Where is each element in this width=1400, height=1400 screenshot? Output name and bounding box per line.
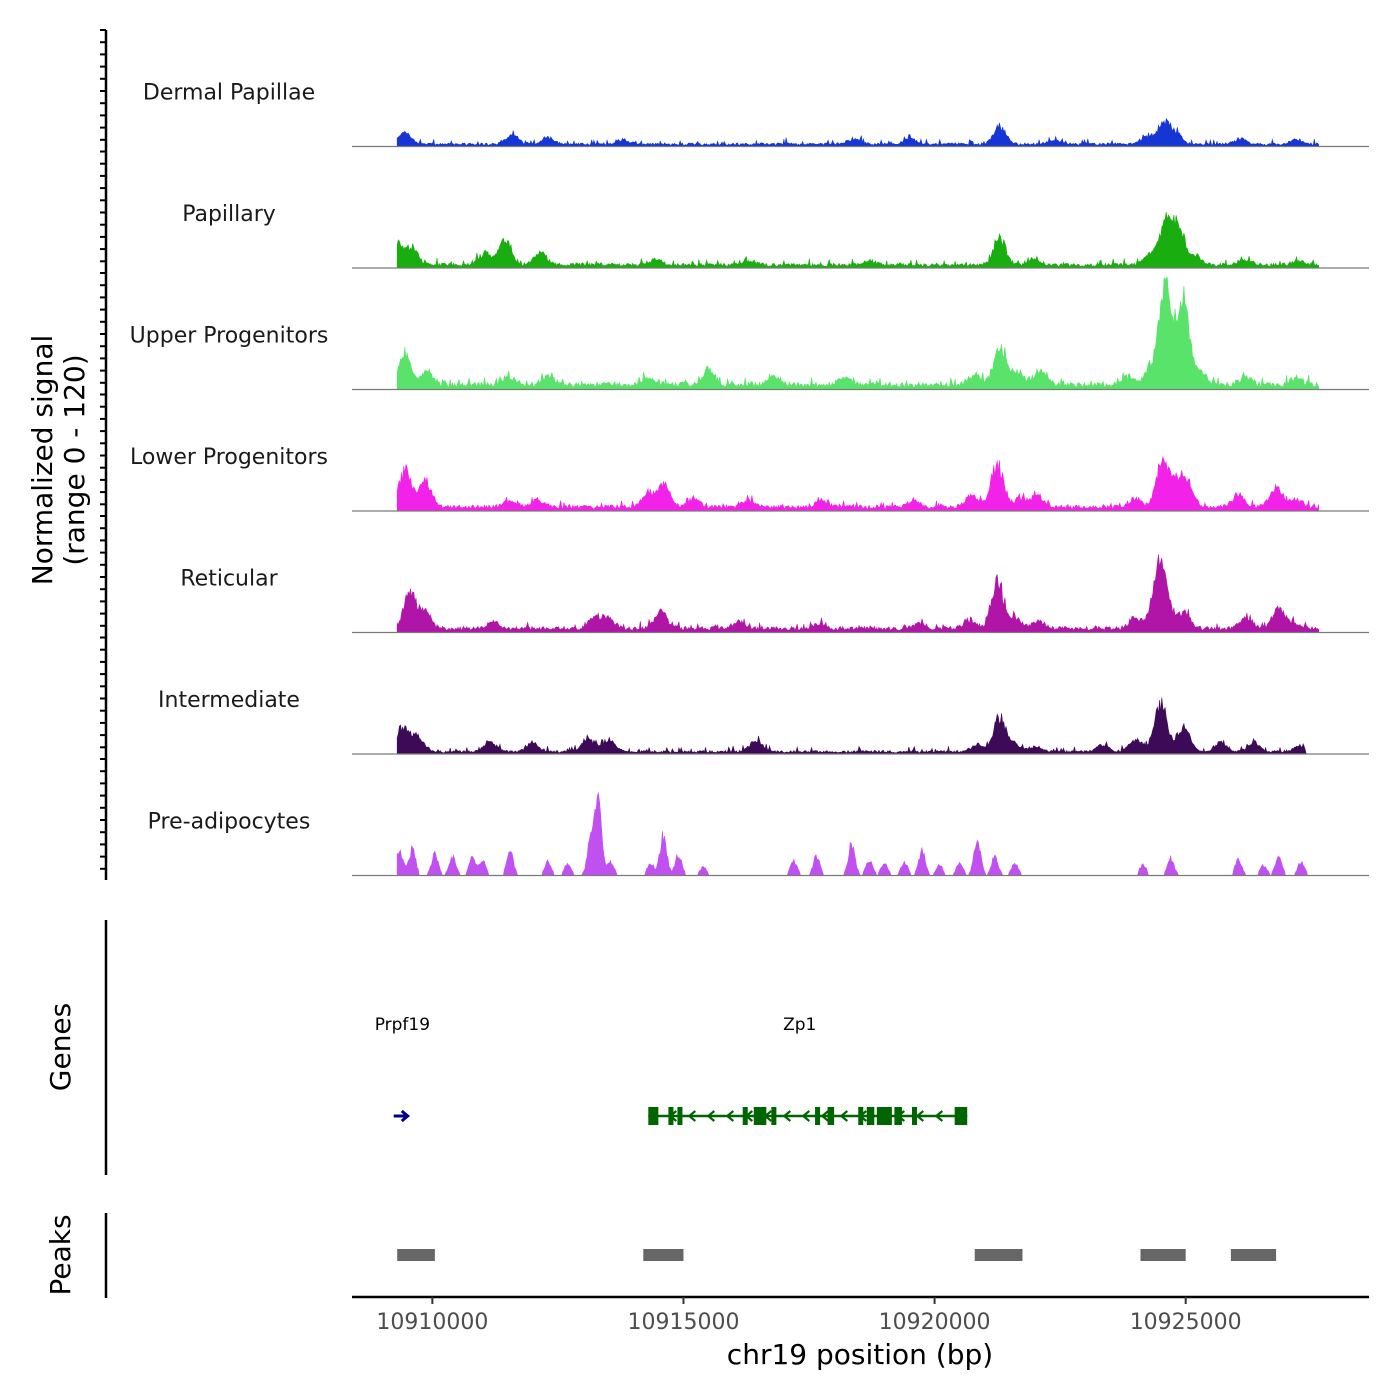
signal-area — [396, 792, 1319, 876]
signal-area — [396, 697, 1307, 755]
track-label: Reticular — [180, 567, 278, 592]
strand-arrow-icon — [934, 1110, 944, 1122]
gene-exon — [894, 1107, 902, 1125]
gene-exon — [954, 1107, 968, 1125]
gene-label: Zp1 — [783, 1015, 816, 1035]
coverage-tracks: Dermal Papillae Papillary Upper Progenitor… — [130, 81, 1369, 877]
gene-zp1: Zp1 — [648, 1015, 968, 1125]
track-label: Lower Progenitors — [130, 445, 328, 470]
strand-arrow-icon — [706, 1110, 716, 1122]
track-intermediate: Intermediate — [158, 688, 1369, 755]
track-pre-adipocytes: Pre-adipocytes — [148, 792, 1369, 877]
signal-area — [396, 277, 1320, 390]
gene-exon — [815, 1107, 821, 1125]
track-label: Upper Progenitors — [130, 324, 329, 349]
track-label: Pre-adipocytes — [148, 810, 311, 835]
track-label: Papillary — [182, 202, 276, 227]
strand-arrow-icon — [915, 1110, 925, 1122]
track-lower-progenitors: Lower Progenitors — [130, 445, 1369, 512]
gene-exon — [648, 1107, 659, 1125]
peak-region — [974, 1249, 1023, 1261]
peak-region — [397, 1249, 435, 1261]
gene-label: Prpf19 — [375, 1015, 430, 1035]
peak-region — [1140, 1249, 1186, 1261]
gene-exon — [668, 1107, 674, 1125]
track-reticular: Reticular — [180, 554, 1369, 634]
gene-exon — [876, 1107, 892, 1125]
gene-exon — [911, 1107, 917, 1125]
track-papillary: Papillary — [182, 202, 1369, 269]
gene-exon — [677, 1107, 683, 1125]
peak-track — [397, 1249, 1277, 1261]
signal-area — [396, 554, 1320, 633]
genes-ylabel: Genes — [44, 1003, 77, 1091]
gene-prpf19: Prpf19 — [375, 1015, 430, 1123]
x-tick-label: 10910000 — [376, 1310, 488, 1335]
signal-ylabel-line1: Normalized signal — [26, 335, 59, 586]
gene-exon — [771, 1107, 777, 1125]
signal-area — [396, 212, 1320, 269]
gene-track: Prpf19 Zp1 — [375, 1015, 968, 1125]
gene-exon — [866, 1107, 875, 1125]
gene-exon — [858, 1107, 864, 1125]
signal-axis-ticks — [100, 29, 106, 870]
x-axis-label: chr19 position (bp) — [727, 1338, 993, 1371]
signal-area — [396, 117, 1320, 147]
strand-arrow-icon — [839, 1110, 849, 1122]
x-tick-label: 10925000 — [1130, 1310, 1242, 1335]
gene-exon — [827, 1107, 835, 1125]
x-axis-ticks: 10910000 10915000 10920000 10925000 — [376, 1297, 1242, 1335]
signal-ylabel: Normalized signal (range 0 - 120) — [26, 335, 91, 586]
peaks-ylabel: Peaks — [44, 1214, 77, 1295]
strand-arrow-icon — [782, 1110, 792, 1122]
track-upper-progenitors: Upper Progenitors — [130, 277, 1369, 391]
signal-ylabel-line2: (range 0 - 120) — [58, 354, 91, 565]
gene-exon — [753, 1107, 767, 1125]
track-dermal-papillae: Dermal Papillae — [143, 81, 1369, 148]
x-tick-label: 10920000 — [879, 1310, 991, 1335]
strand-arrow-icon — [801, 1110, 811, 1122]
strand-arrow-icon — [725, 1110, 735, 1122]
strand-arrow-icon — [400, 1109, 411, 1123]
signal-area — [396, 455, 1320, 512]
track-label: Dermal Papillae — [143, 81, 315, 106]
peak-region — [1230, 1249, 1277, 1261]
strand-arrow-icon — [687, 1110, 697, 1122]
strand-arrow-icon — [820, 1110, 830, 1122]
gene-exon — [742, 1107, 748, 1125]
peak-region — [643, 1249, 684, 1261]
track-label: Intermediate — [158, 688, 300, 713]
x-tick-label: 10915000 — [627, 1310, 739, 1335]
